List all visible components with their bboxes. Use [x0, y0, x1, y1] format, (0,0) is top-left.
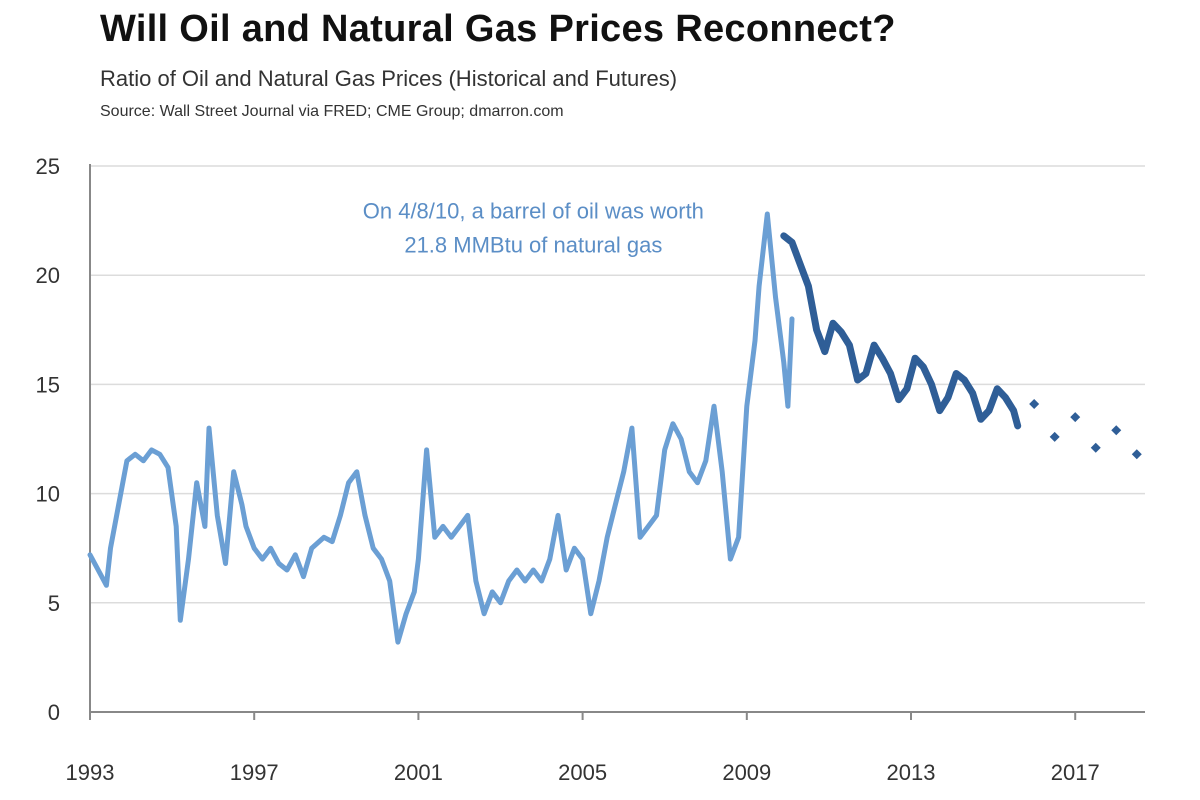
y-tick-label: 0 [48, 700, 60, 725]
y-tick-label: 5 [48, 591, 60, 616]
x-tick-label: 2005 [558, 760, 607, 785]
futures-point [1111, 425, 1122, 436]
recent-series-line [780, 232, 1022, 430]
annotation-text: On 4/8/10, a barrel of oil was worth [363, 198, 704, 223]
historical-series-line [87, 211, 795, 645]
futures-point [1090, 442, 1101, 453]
x-tick-label: 1993 [66, 760, 115, 785]
chart-source: Source: Wall Street Journal via FRED; CM… [100, 103, 564, 120]
futures-point [1029, 399, 1040, 410]
chart-subtitle: Ratio of Oil and Natural Gas Prices (His… [100, 66, 678, 91]
annotation-text: 21.8 MMBtu of natural gas [404, 232, 662, 257]
y-tick-label: 20 [36, 263, 60, 288]
futures-point [1049, 431, 1060, 442]
x-tick-label: 2013 [887, 760, 936, 785]
x-tick-label: 1997 [230, 760, 279, 785]
futures-point [1070, 412, 1081, 423]
x-tick-label: 2001 [394, 760, 443, 785]
futures-point [1131, 449, 1142, 460]
chart-title: Will Oil and Natural Gas Prices Reconnec… [100, 8, 896, 50]
x-tick-label: 2017 [1051, 760, 1100, 785]
y-tick-label: 10 [36, 482, 60, 507]
x-tick-label: 2009 [722, 760, 771, 785]
y-tick-label: 25 [36, 154, 60, 179]
y-tick-label: 15 [36, 372, 60, 397]
